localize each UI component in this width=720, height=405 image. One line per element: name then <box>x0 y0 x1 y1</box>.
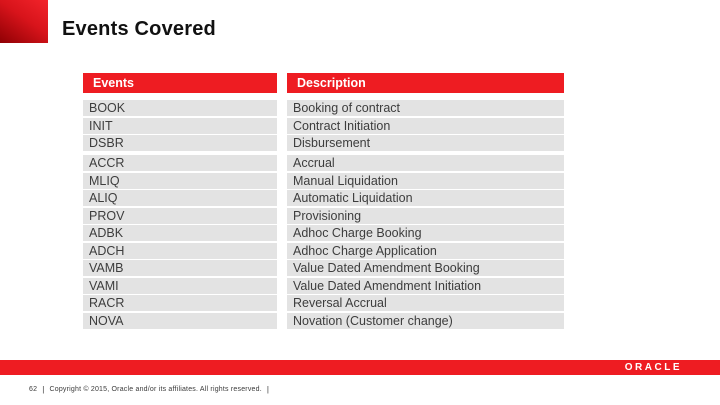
table-row: ALIQ Automatic Liquidation <box>83 190 564 206</box>
event-description-cell: Booking of contract <box>287 100 564 116</box>
event-description-cell: Value Dated Amendment Booking <box>287 260 564 276</box>
table-row: NOVA Novation (Customer change) <box>83 312 564 329</box>
event-description-cell: Accrual <box>287 155 564 171</box>
event-code-cell: RACR <box>83 295 277 311</box>
event-code-cell: DSBR <box>83 135 277 151</box>
table-body: BOOK Booking of contract INIT Contract Init… <box>83 100 564 329</box>
table-row: MLIQ Manual Liquidation <box>83 172 564 189</box>
event-description-cell: Value Dated Amendment Initiation <box>287 277 564 294</box>
events-table: Events Description BOOK Booking of contra… <box>83 73 564 330</box>
table-row: INIT Contract Initiation <box>83 117 564 134</box>
event-description-cell: Disbursement <box>287 135 564 151</box>
event-code-cell: NOVA <box>83 312 277 329</box>
table-row: DSBR Disbursement <box>83 135 564 151</box>
event-description-cell: Contract Initiation <box>287 117 564 134</box>
table-row: ADBK Adhoc Charge Booking <box>83 225 564 241</box>
footer-divider: | <box>266 385 270 394</box>
event-code-cell: BOOK <box>83 100 277 116</box>
table-header-row: Events Description <box>83 73 564 93</box>
event-code-cell: INIT <box>83 117 277 134</box>
table-row: RACR Reversal Accrual <box>83 295 564 311</box>
event-code-cell: MLIQ <box>83 172 277 189</box>
table-row: BOOK Booking of contract <box>83 100 564 116</box>
event-code-cell: ALIQ <box>83 190 277 206</box>
page-title: Events Covered <box>62 18 216 40</box>
event-description-cell: Manual Liquidation <box>287 172 564 189</box>
event-code-cell: ADCH <box>83 242 277 259</box>
accent-square <box>0 0 48 43</box>
event-code-cell: ADBK <box>83 225 277 241</box>
table-row: ADCH Adhoc Charge Application <box>83 242 564 259</box>
footer-divider: | <box>42 385 45 394</box>
table-row-group: ACCR Accrual MLIQ Manual Liquidation ALIQ Aut… <box>83 155 564 329</box>
table-row: ACCR Accrual <box>83 155 564 171</box>
footer-copyright: 62 | Copyright © 2015, Oracle and/or its… <box>29 385 269 394</box>
table-row: PROV Provisioning <box>83 207 564 224</box>
event-description-cell: Automatic Liquidation <box>287 190 564 206</box>
table-row: VAMB Value Dated Amendment Booking <box>83 260 564 276</box>
slide-page-number: 62 <box>29 386 38 393</box>
table-header-events: Events <box>83 73 277 93</box>
event-code-cell: PROV <box>83 207 277 224</box>
table-row: VAMI Value Dated Amendment Initiation <box>83 277 564 294</box>
event-code-cell: ACCR <box>83 155 277 171</box>
event-description-cell: Provisioning <box>287 207 564 224</box>
oracle-logo: ORACLE <box>624 362 682 373</box>
event-description-cell: Novation (Customer change) <box>287 312 564 329</box>
table-header-description: Description <box>287 73 564 93</box>
event-code-cell: VAMI <box>83 277 277 294</box>
event-code-cell: VAMB <box>83 260 277 276</box>
table-row-group: BOOK Booking of contract INIT Contract Init… <box>83 100 564 151</box>
footer-bar: ORACLE <box>0 360 720 375</box>
copyright-text: Copyright © 2015, Oracle and/or its affi… <box>49 386 262 393</box>
event-description-cell: Adhoc Charge Application <box>287 242 564 259</box>
event-description-cell: Reversal Accrual <box>287 295 564 311</box>
event-description-cell: Adhoc Charge Booking <box>287 225 564 241</box>
